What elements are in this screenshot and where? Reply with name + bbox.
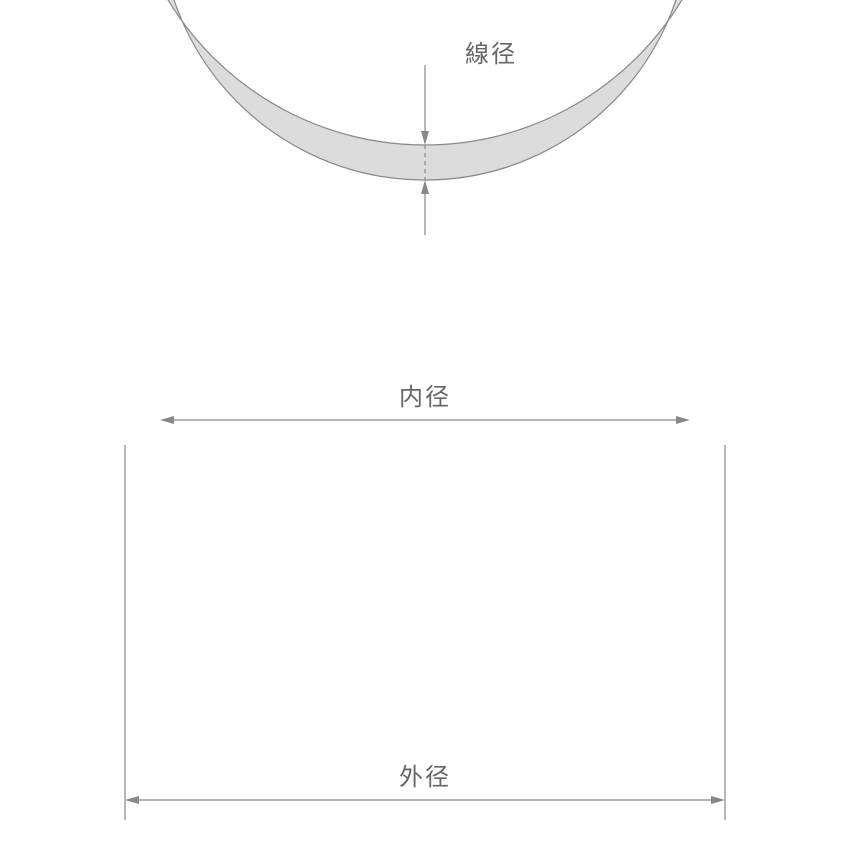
outer-diameter-label: 外径 (399, 764, 451, 791)
inner-diameter-label: 内径 (399, 384, 451, 411)
wire-diameter-label: 線径 (465, 41, 517, 68)
